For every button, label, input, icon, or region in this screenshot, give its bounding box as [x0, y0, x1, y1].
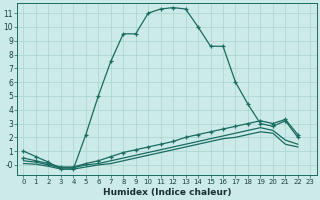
X-axis label: Humidex (Indice chaleur): Humidex (Indice chaleur) [103, 188, 231, 197]
